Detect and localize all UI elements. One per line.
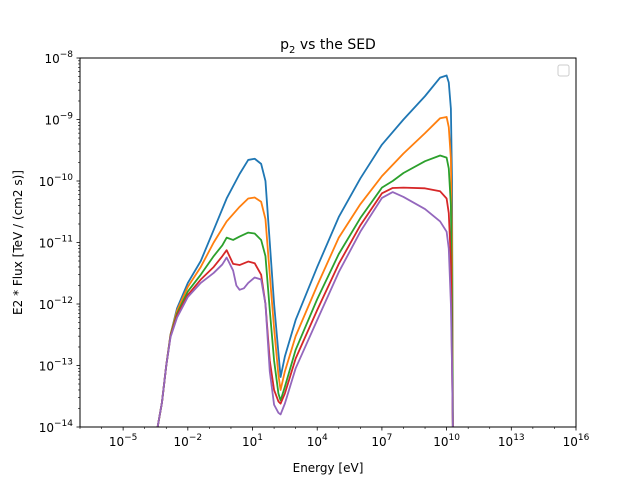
series-line-1 (156, 74, 454, 427)
series-line-3 (156, 154, 454, 427)
title-main: p (280, 37, 289, 53)
y-tick-label: 10−10 (39, 173, 74, 189)
x-tick-label: 1010 (433, 433, 460, 449)
y-tick-label: 10−12 (39, 296, 73, 312)
chart-title: p2 vs the SED (280, 37, 376, 56)
y-tick-label: 10−13 (39, 358, 73, 374)
y-tick-label: 10−9 (44, 112, 73, 128)
y-tick-label: 10−14 (39, 419, 74, 435)
x-tick-label: 101 (242, 433, 263, 449)
x-tick-label: 10−2 (174, 433, 203, 449)
y-axis-ticks: 10−14 10−13 10−12 10−11 10−10 10−9 10−8 (39, 50, 80, 435)
x-tick-label: 107 (371, 433, 392, 449)
series-line-2 (156, 116, 454, 427)
x-tick-label: 104 (307, 433, 328, 449)
y-tick-label: 10−11 (39, 235, 73, 251)
x-axis-label: Energy [eV] (293, 461, 364, 475)
series-layer (156, 74, 454, 427)
x-tick-label: 1013 (498, 433, 525, 449)
series-line-5 (156, 191, 454, 427)
title-rest: vs the SED (295, 37, 375, 53)
series-line-4 (156, 186, 454, 427)
y-tick-label: 10−8 (44, 50, 73, 66)
title-subscript: 2 (289, 45, 295, 56)
x-tick-label: 1016 (563, 433, 590, 449)
x-tick-label: 10−5 (109, 433, 138, 449)
legend-box (557, 64, 570, 77)
y-axis-label: E2 * Flux [TeV / (cm2 s)] (11, 170, 25, 315)
x-axis-ticks: 10−5 10−2 101 104 107 1010 1013 1016 (79, 427, 590, 449)
